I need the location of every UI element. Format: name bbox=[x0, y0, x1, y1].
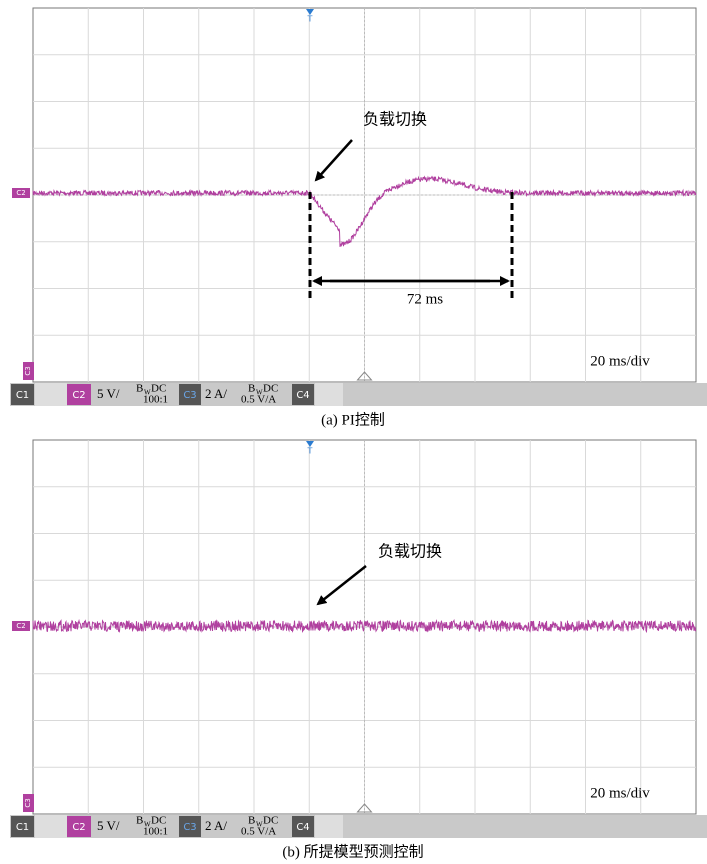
channel-label: C1 bbox=[16, 822, 29, 833]
channel-label: C3 bbox=[183, 390, 196, 401]
status-gap bbox=[35, 815, 67, 838]
channel-marker: C2 bbox=[16, 622, 25, 630]
trigger-label: T bbox=[307, 447, 313, 456]
channel-label: C4 bbox=[296, 822, 309, 833]
channel-label: C4 bbox=[296, 390, 309, 401]
status-gap bbox=[315, 383, 343, 406]
ground-marker: C3 bbox=[24, 366, 32, 375]
annotation: 负载切换 bbox=[378, 542, 442, 561]
caption: (b) 所提模型预测控制 bbox=[282, 843, 423, 860]
channel-label: C3 bbox=[183, 822, 196, 833]
probe: 100:1 bbox=[143, 394, 168, 406]
scale: 5 V/ bbox=[97, 386, 120, 401]
ground-marker: C3 bbox=[24, 798, 32, 807]
channel-label: C2 bbox=[72, 822, 85, 833]
status-gap bbox=[35, 383, 67, 406]
probe: 0.5 V/A bbox=[241, 826, 276, 838]
figure: TC2C3负载切换72 ms20 ms/divC1C2C3C45 V/2 A/B… bbox=[0, 0, 707, 864]
duration-label: 72 ms bbox=[407, 291, 443, 307]
scale: 2 A/ bbox=[205, 386, 227, 401]
channel-marker: C2 bbox=[16, 189, 25, 197]
scale: 2 A/ bbox=[205, 818, 227, 833]
timebase: 20 ms/div bbox=[590, 785, 650, 801]
probe: 100:1 bbox=[143, 826, 168, 838]
channel-label: C2 bbox=[72, 390, 85, 401]
probe: 0.5 V/A bbox=[241, 394, 276, 406]
channel-label: C1 bbox=[16, 390, 29, 401]
trigger-label: T bbox=[307, 15, 313, 24]
annotation: 负载切换 bbox=[363, 110, 427, 129]
caption: (a) PI控制 bbox=[321, 411, 385, 428]
status-gap bbox=[315, 815, 343, 838]
timebase: 20 ms/div bbox=[590, 353, 650, 369]
scale: 5 V/ bbox=[97, 818, 120, 833]
